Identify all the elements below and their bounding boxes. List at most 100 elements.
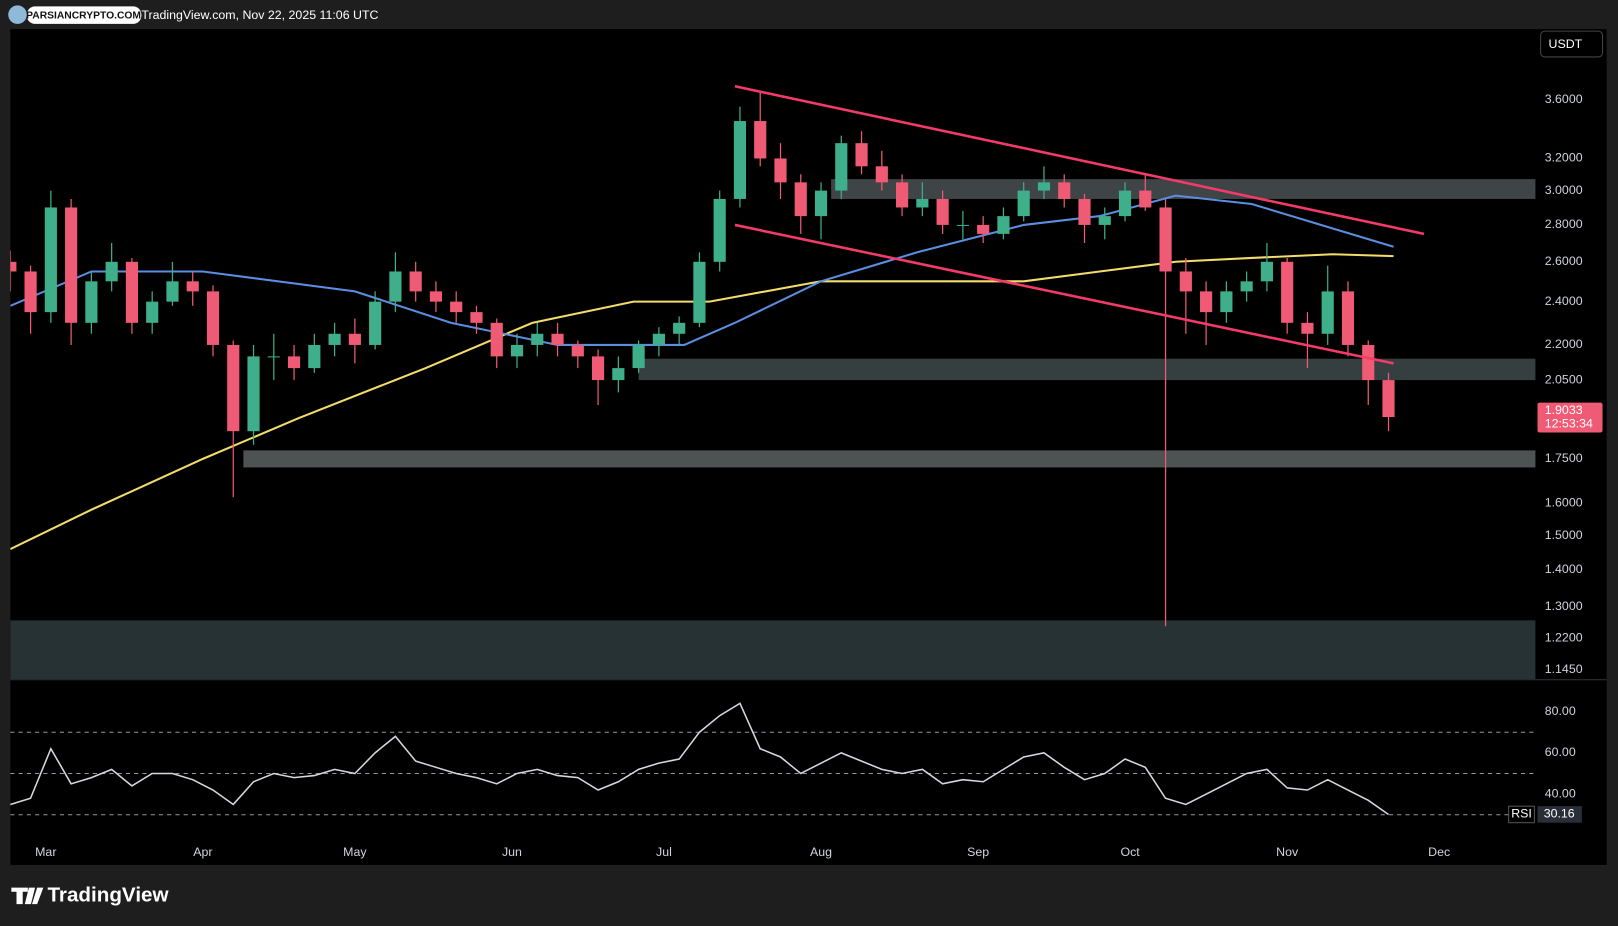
candle-body — [673, 322, 686, 334]
chart-area — [10, 29, 1607, 865]
currency: USDT — [1549, 37, 1583, 51]
y-tick-label: 3.6000 — [1545, 92, 1583, 106]
footer-logo: TradingView — [47, 883, 169, 906]
candle-body — [1321, 291, 1334, 334]
candle-body — [1159, 207, 1172, 272]
candle-body — [814, 190, 828, 217]
candle-body — [936, 198, 949, 225]
candle-body — [1017, 190, 1030, 217]
candle-body — [1118, 190, 1132, 217]
candle-body — [247, 356, 260, 432]
candle-body — [44, 207, 57, 313]
candle-body — [146, 301, 159, 323]
price-pane — [10, 84, 1536, 680]
candle-body — [308, 344, 321, 369]
candle-body — [267, 356, 280, 358]
candle-body — [1179, 271, 1192, 292]
y-tick-label: 60.00 — [1545, 745, 1576, 759]
x-tick-label: Aug — [810, 845, 832, 859]
candle-body — [551, 333, 564, 345]
candle-body — [227, 344, 240, 432]
candle-body — [166, 281, 179, 302]
moving-average — [10, 194, 1394, 346]
x-tick-label: Mar — [35, 845, 56, 859]
candle-body — [855, 143, 868, 167]
candle-body — [1382, 380, 1395, 418]
candle-body — [105, 261, 118, 282]
candle-body — [24, 271, 37, 313]
y-tick-label: 1.5000 — [1545, 528, 1583, 542]
y-tick-label: 80.00 — [1545, 704, 1576, 718]
candle-body — [794, 182, 807, 217]
zone — [638, 358, 1536, 381]
candle-body — [612, 368, 625, 381]
candle-body — [1098, 216, 1111, 225]
zone — [243, 450, 1536, 468]
candle-body — [733, 121, 747, 199]
x-tick-label: Nov — [1276, 845, 1299, 859]
candle-body — [1200, 291, 1213, 313]
candle-body — [85, 281, 98, 323]
rsi-value: 30.16 — [1544, 807, 1575, 821]
candle-body — [328, 333, 341, 345]
x-tick-label: Apr — [193, 845, 212, 859]
source-line: TradingView.com, Nov 22, 2025 11:06 UTC — [141, 8, 378, 22]
candle-body — [531, 333, 544, 345]
rsi-name: RSI — [1511, 807, 1532, 821]
candle-body — [389, 271, 402, 302]
candle-body — [65, 207, 78, 323]
trendline — [734, 84, 1425, 236]
candle-body — [591, 356, 605, 381]
candle-body — [916, 198, 929, 208]
countdown: 12:53:34 — [1545, 417, 1593, 431]
candle-body — [1260, 261, 1273, 282]
candle-body — [409, 271, 422, 292]
y-tick-label: 2.6000 — [1545, 254, 1583, 268]
currency-button[interactable] — [1540, 30, 1604, 58]
candle-body — [754, 121, 767, 159]
y-tick-label: 2.4000 — [1545, 294, 1583, 308]
y-tick-label: 1.3000 — [1545, 599, 1583, 613]
brand-icon — [8, 5, 27, 24]
candle-body — [774, 158, 787, 183]
tv-logo-icon — [11, 887, 44, 905]
y-tick-label: 1.7500 — [1545, 451, 1583, 465]
brand: PARSIANCRYPTO.COM — [26, 10, 141, 21]
zone — [831, 179, 1536, 199]
candle-body — [206, 291, 220, 345]
candle-body — [429, 291, 443, 302]
x-tick-label: Oct — [1120, 845, 1140, 859]
candle-body — [287, 356, 301, 369]
candle-body — [369, 301, 382, 345]
candle-body — [571, 344, 584, 357]
candle-body — [997, 216, 1010, 234]
moving-average — [10, 253, 1394, 550]
candle-body — [1341, 291, 1355, 345]
last-price-box — [1537, 402, 1603, 433]
candle-body — [1362, 344, 1375, 381]
candle-body — [1037, 182, 1051, 191]
candle-body — [956, 224, 969, 226]
trendline — [734, 223, 1394, 365]
candle-body — [693, 261, 706, 323]
candle-body — [186, 281, 199, 292]
candle-body — [348, 333, 361, 345]
y-tick-label: 2.2000 — [1545, 337, 1583, 351]
y-tick-label: 3.2000 — [1545, 151, 1583, 165]
candle-body — [713, 198, 726, 262]
rsi-value-box — [1537, 806, 1582, 823]
candle-body — [1301, 322, 1314, 334]
last-price: 1.9033 — [1545, 403, 1583, 417]
candle-body — [10, 261, 17, 272]
y-tick-label: 2.0500 — [1545, 372, 1583, 386]
y-tick-label: 1.4000 — [1545, 562, 1583, 576]
x-tick-label: May — [343, 845, 367, 859]
candle-body — [977, 224, 990, 234]
candle-body — [1281, 261, 1294, 323]
y-tick-label: 2.8000 — [1545, 217, 1583, 231]
candle-body — [510, 344, 524, 357]
candle-body — [632, 344, 645, 369]
y-tick-label: 3.0000 — [1545, 183, 1583, 197]
x-tick-label: Dec — [1428, 845, 1450, 859]
